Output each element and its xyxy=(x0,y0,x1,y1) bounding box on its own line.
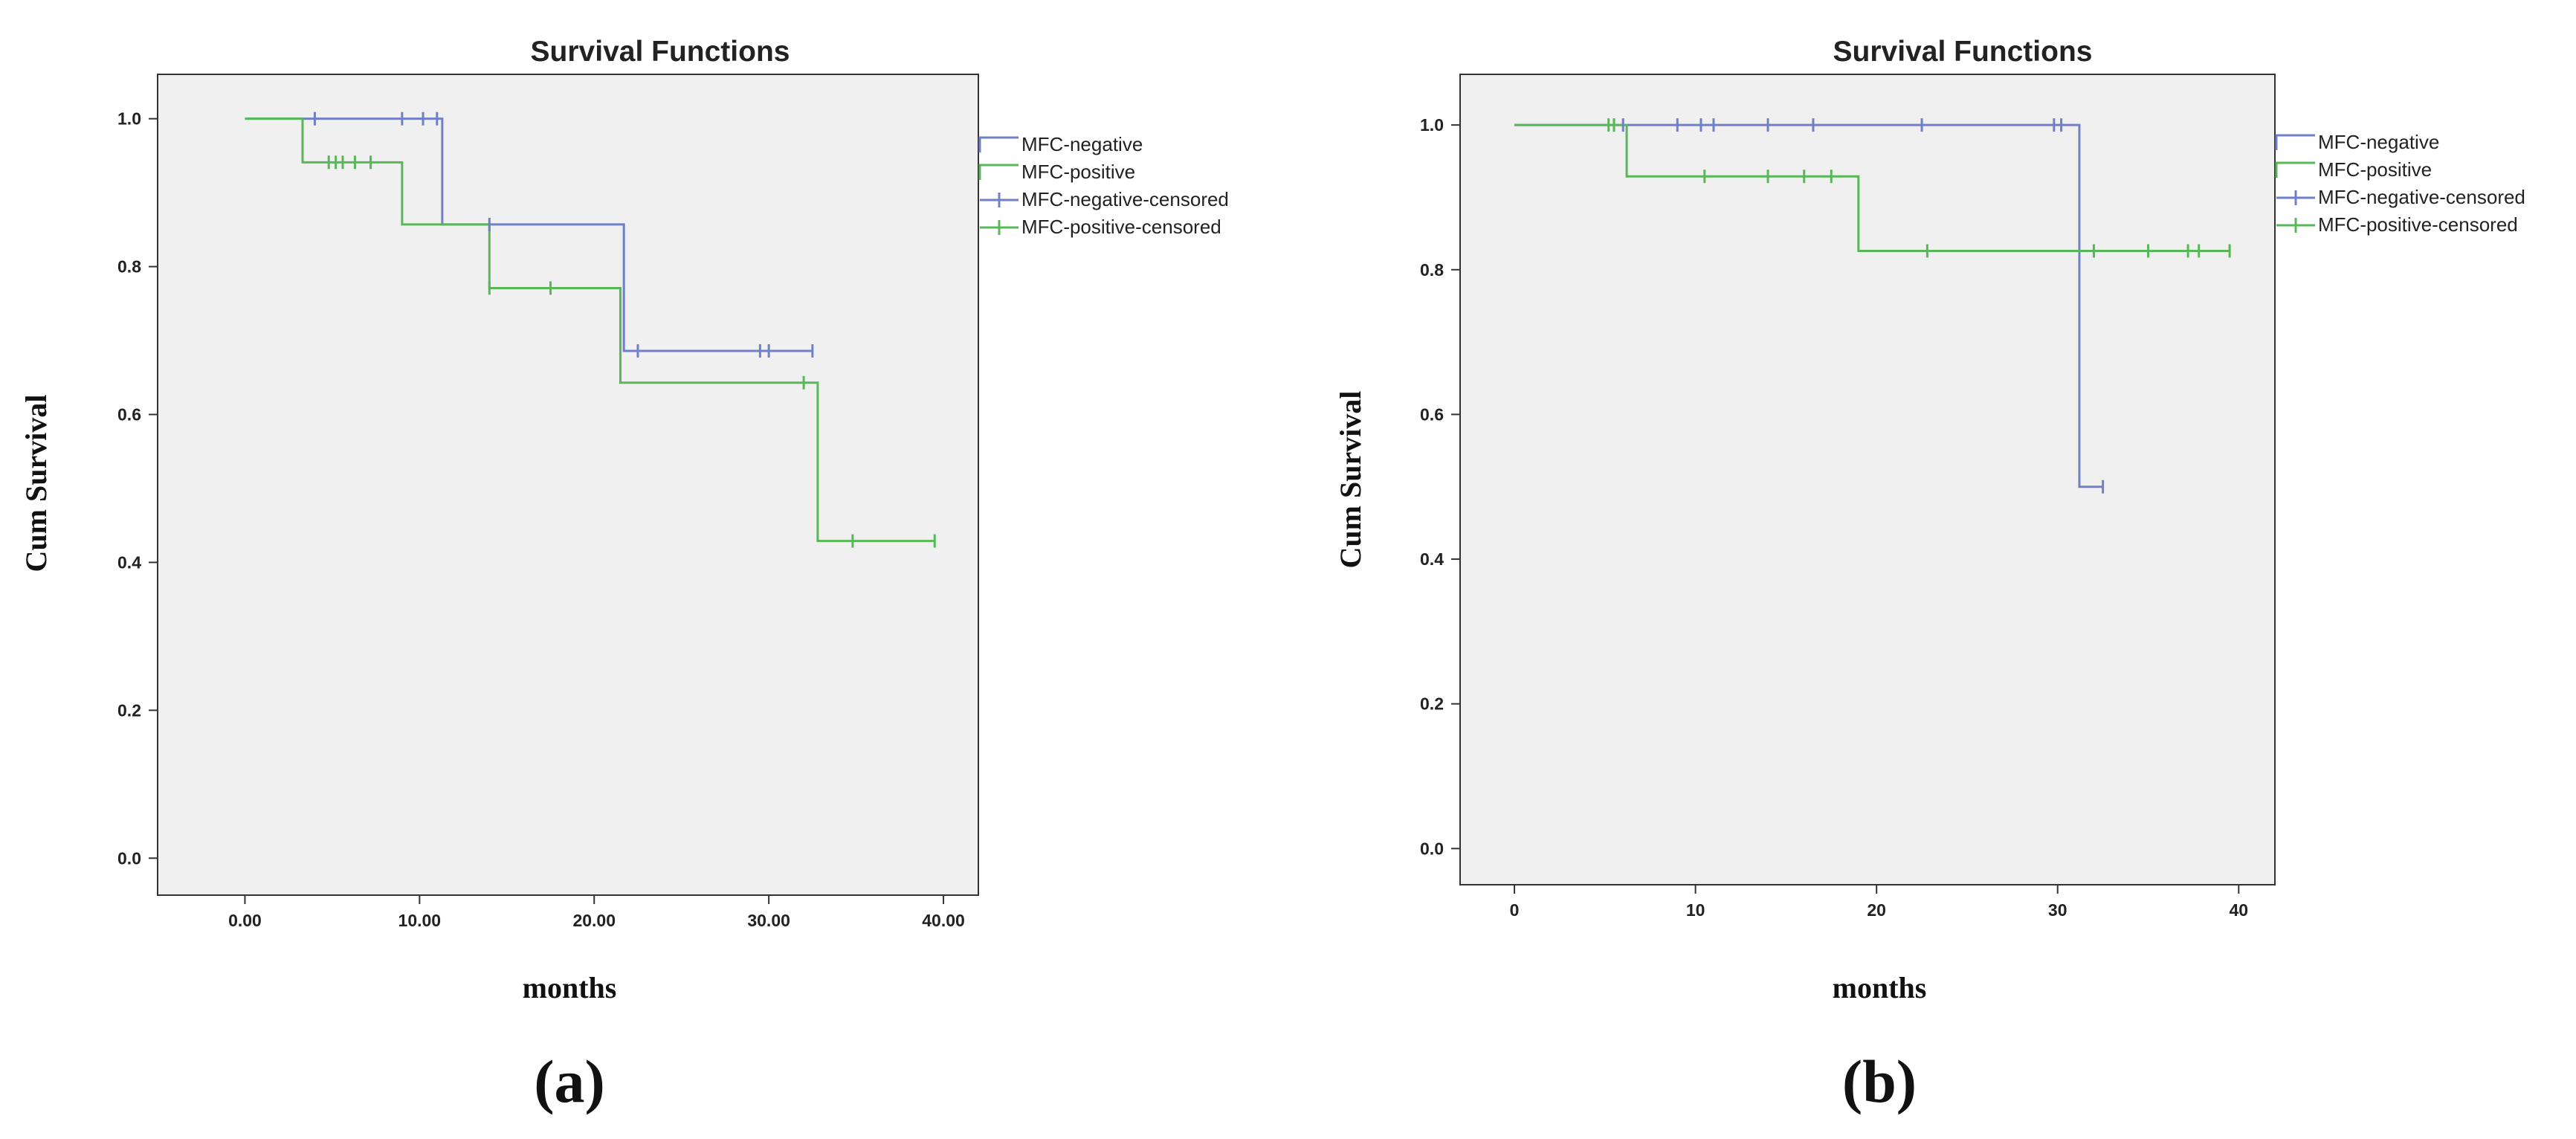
x-tick-label: 10 xyxy=(1686,900,1705,920)
chart-title: Survival Functions xyxy=(531,36,790,68)
x-axis-label: months xyxy=(523,971,617,1004)
x-axis-ticks: 0.00 10.00 20.00 30.00 40.00 xyxy=(228,895,965,930)
x-tick-label: 30.00 xyxy=(747,911,790,930)
survival-curves xyxy=(245,117,935,543)
x-tick-label: 10.00 xyxy=(398,911,442,930)
y-tick-label: 0.0 xyxy=(1420,839,1444,858)
y-tick-label: 0.4 xyxy=(117,552,141,572)
panel-label: (b) xyxy=(1842,1048,1917,1115)
censored-marks xyxy=(313,112,936,548)
legend-label: MFC-negative-censored xyxy=(2318,186,2525,208)
legend: MFC-negative MFC-positive MFC-negative-cen… xyxy=(978,133,1229,238)
legend-swatch xyxy=(978,164,1019,180)
x-tick-label: 0 xyxy=(1510,900,1520,920)
survival-curve-negative xyxy=(245,117,813,352)
y-axis-ticks: 0.0 0.2 0.4 0.6 0.8 1.0 xyxy=(117,109,158,868)
plot-area xyxy=(157,74,979,896)
y-tick-label: 0.4 xyxy=(1420,549,1444,569)
y-axis-label: Cum Survival xyxy=(19,395,53,572)
y-axis-ticks: 0.0 0.2 0.4 0.6 0.8 1.0 xyxy=(1420,115,1460,858)
legend-label: MFC-negative xyxy=(1021,133,1143,155)
y-tick-label: 0.6 xyxy=(117,405,141,425)
legend-label: MFC-positive-censored xyxy=(1021,216,1221,238)
chart-title: Survival Functions xyxy=(1833,36,2093,68)
y-tick-label: 0.0 xyxy=(117,848,141,868)
y-tick-label: 0.2 xyxy=(117,700,141,720)
x-tick-label: 40.00 xyxy=(922,911,965,930)
legend-label: MFC-negative xyxy=(2318,131,2439,153)
legend-swatch xyxy=(2275,161,2315,178)
legend-label: MFC-positive-censored xyxy=(2318,213,2518,236)
legend-label: MFC-positive xyxy=(1021,161,1135,183)
survival-curve-positive xyxy=(245,117,935,543)
chart-panel-b: Survival Functions 0.0 0.2 0.4 0.6 0.8 1.0 0 1… xyxy=(1334,36,2525,1115)
censored-marks xyxy=(1607,118,2231,494)
legend-swatch xyxy=(978,136,1019,152)
y-tick-label: 0.8 xyxy=(117,257,141,277)
y-tick-label: 1.0 xyxy=(117,109,141,129)
x-axis-label: months xyxy=(1833,971,1927,1004)
x-tick-label: 20.00 xyxy=(572,911,616,930)
panel-label: (a) xyxy=(534,1048,605,1115)
y-tick-label: 0.6 xyxy=(1420,404,1444,424)
legend-label: MFC-negative-censored xyxy=(1021,188,1229,210)
x-tick-label: 40 xyxy=(2229,900,2248,920)
survival-curve-negative xyxy=(1514,123,2103,488)
x-tick-label: 20 xyxy=(1867,900,1886,920)
legend: MFC-negative MFC-positive MFC-negative-cen… xyxy=(2275,131,2525,236)
x-tick-label: 30 xyxy=(2048,900,2067,920)
legend-swatch xyxy=(2275,134,2315,150)
x-axis-ticks: 0 10 20 30 40 xyxy=(1510,885,2248,920)
x-tick-label: 0.00 xyxy=(228,911,262,930)
plot-area xyxy=(1459,74,2276,885)
legend-label: MFC-positive xyxy=(2318,158,2432,181)
y-tick-label: 0.2 xyxy=(1420,694,1444,714)
y-tick-label: 1.0 xyxy=(1420,115,1444,135)
y-tick-label: 0.8 xyxy=(1420,260,1444,280)
y-axis-label: Cum Survival xyxy=(1334,391,1367,569)
chart-panel-a: Survival Functions 0.0 0.2 0.4 0.6 0.8 1.0 0.… xyxy=(19,36,1229,1115)
